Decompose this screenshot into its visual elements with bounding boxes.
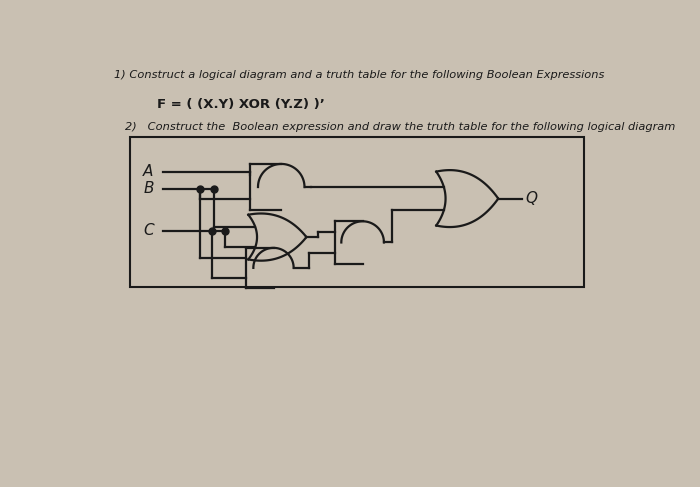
Text: C: C xyxy=(144,224,154,239)
Text: B: B xyxy=(144,181,154,196)
Text: 2)   Construct the  Boolean expression and draw the truth table for the followin: 2) Construct the Boolean expression and … xyxy=(125,122,675,131)
Text: A: A xyxy=(144,164,154,179)
Text: F = ( (X.Y) XOR (Y.Z) )’: F = ( (X.Y) XOR (Y.Z) )’ xyxy=(158,98,325,112)
Text: 1) Construct a logical diagram and a truth table for the following Boolean Expre: 1) Construct a logical diagram and a tru… xyxy=(113,70,604,80)
Bar xyxy=(130,137,584,287)
Text: Q: Q xyxy=(526,191,538,206)
